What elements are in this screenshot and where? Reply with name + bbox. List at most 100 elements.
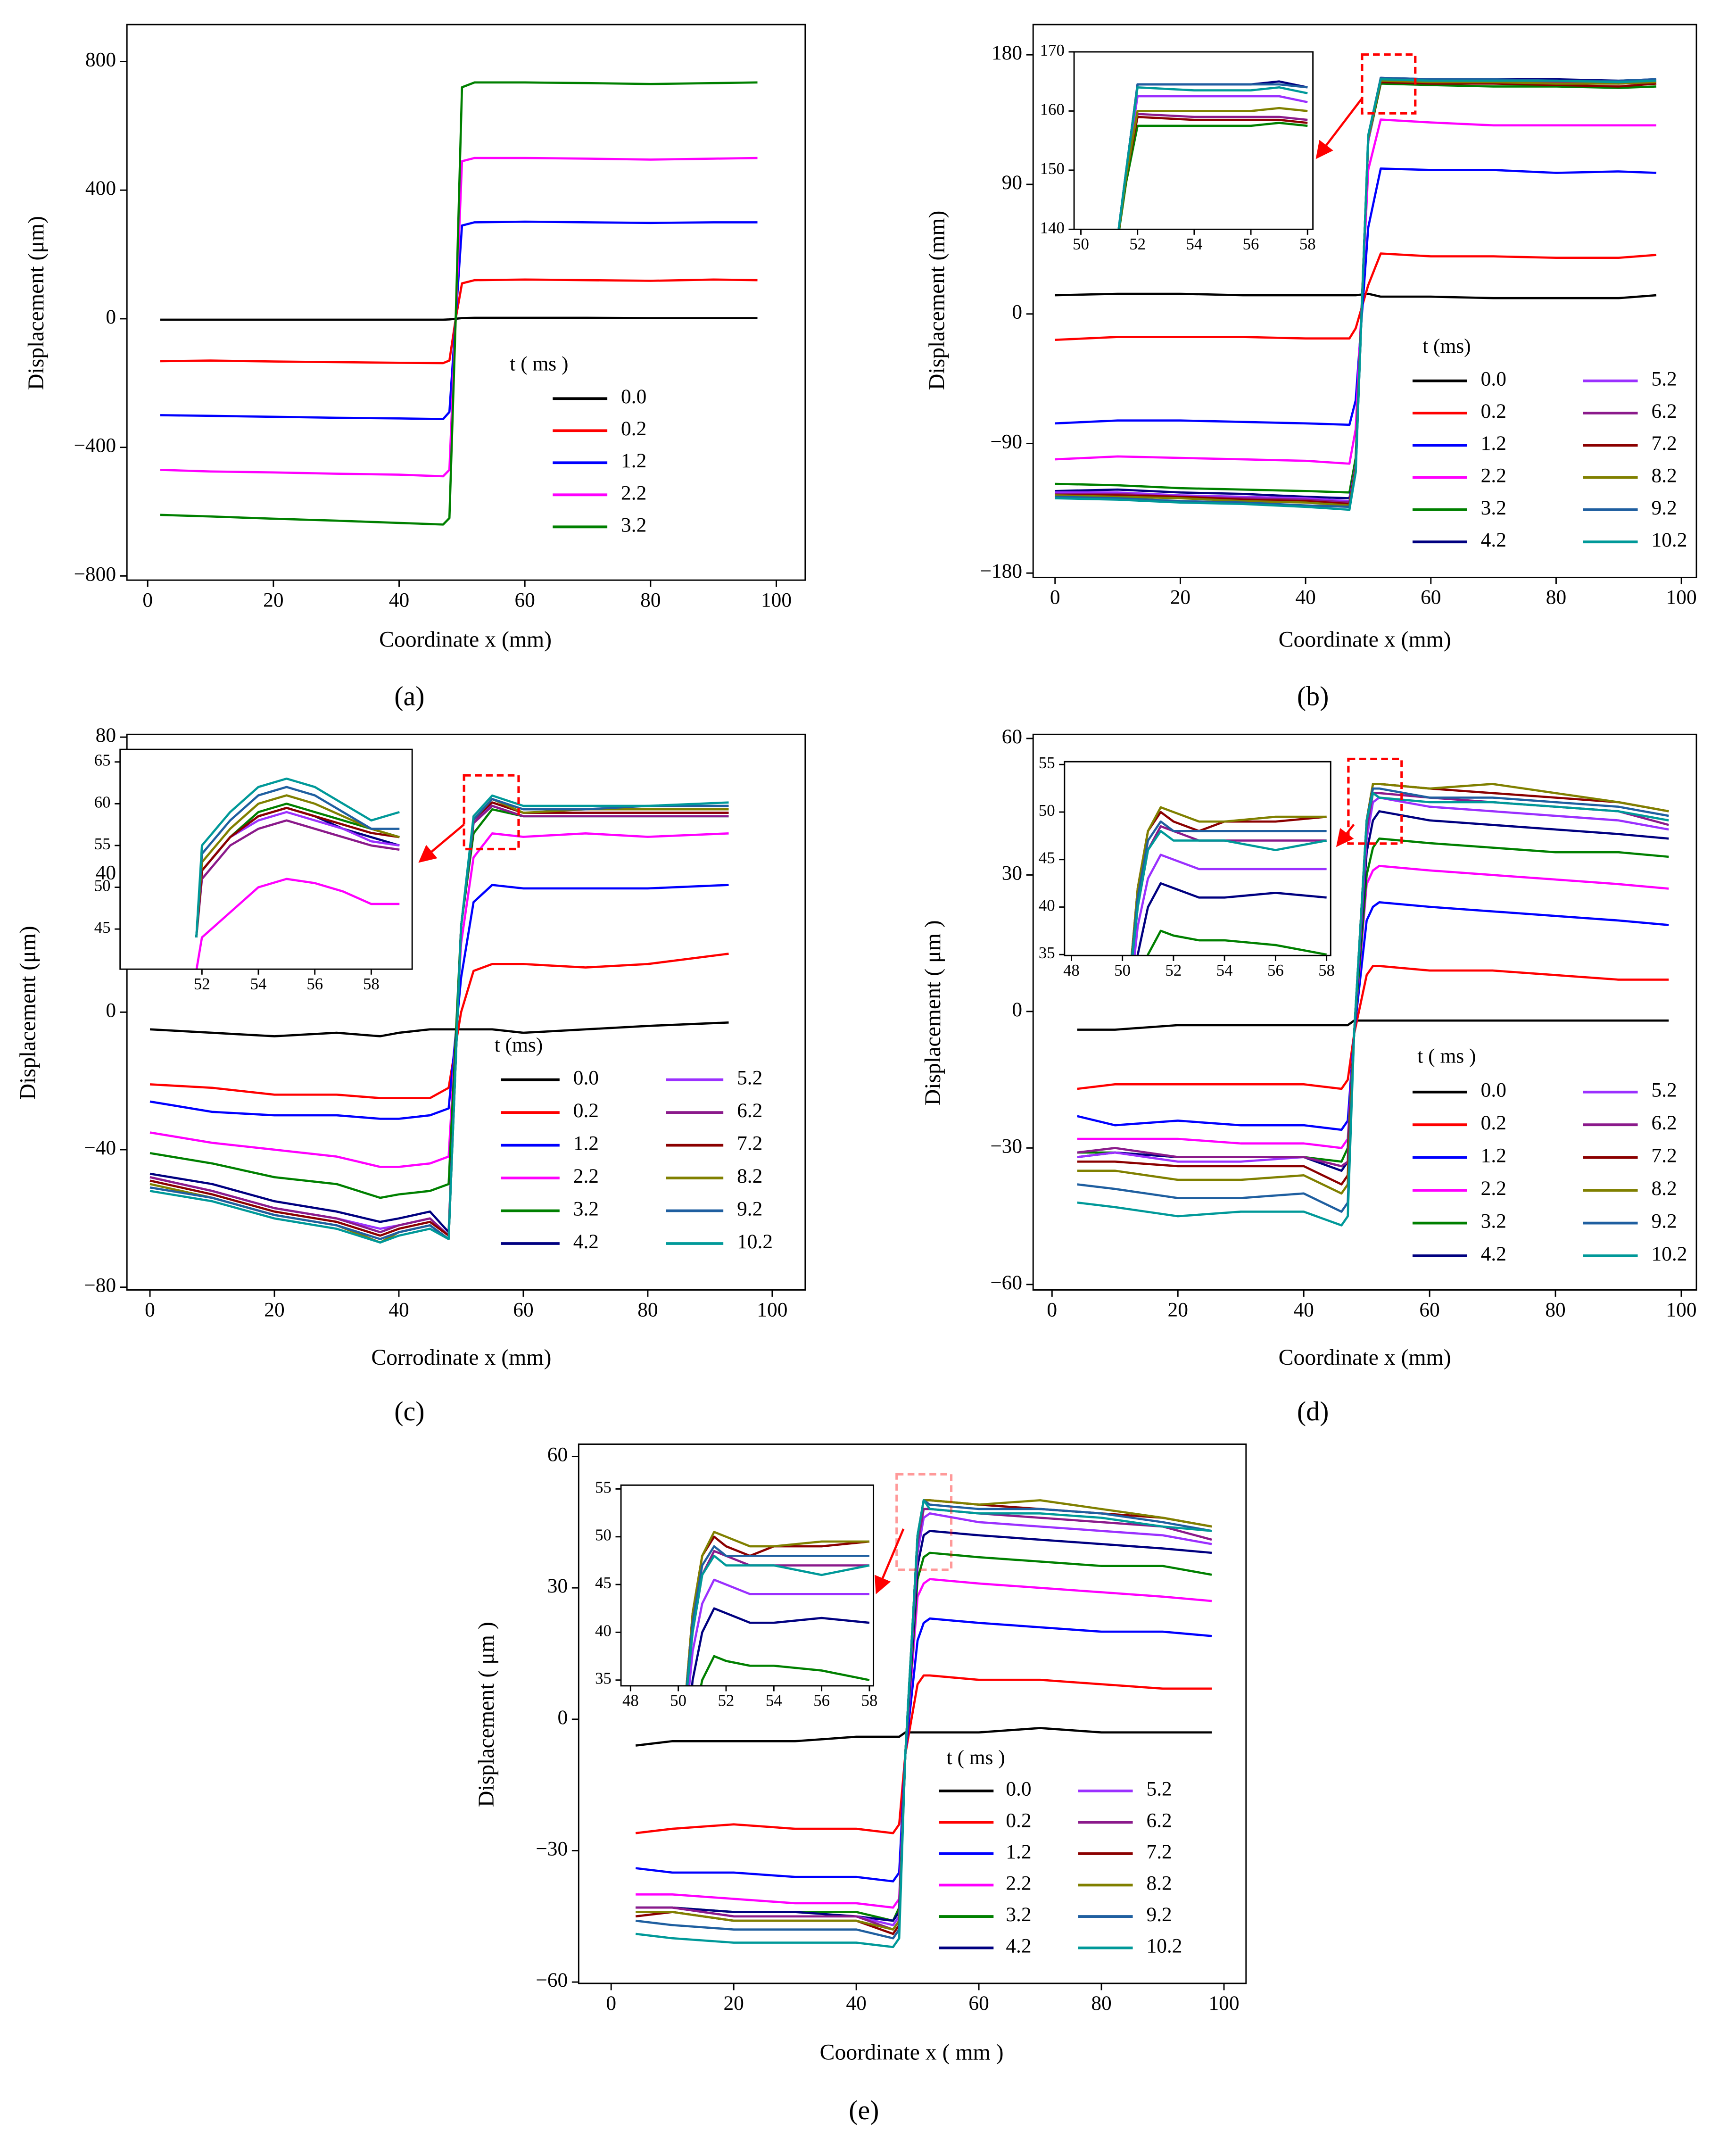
legend-label: 0.2 <box>1006 1809 1031 1832</box>
y-axis-label: Displacement (μm) <box>16 926 41 1100</box>
x-tick-label: 52 <box>718 1692 735 1710</box>
x-tick-label: 56 <box>1267 961 1284 979</box>
data-line <box>149 1021 729 1037</box>
legend-label: 0.0 <box>1481 1079 1506 1102</box>
data-line <box>160 81 758 526</box>
legend-label: 6.2 <box>1652 1111 1677 1134</box>
data-line <box>1131 820 1327 956</box>
plot-lines <box>1117 80 1308 230</box>
plot-lines <box>195 777 400 970</box>
legend-label: 2.2 <box>1006 1872 1031 1894</box>
x-tick-label: 40 <box>846 1992 866 2015</box>
x-axis-label: Coordinate x (mm) <box>1279 1345 1451 1370</box>
x-axis-label: Coordinate x (mm) <box>379 627 552 652</box>
axes-frame <box>578 1443 1247 1984</box>
x-tick-label: 50 <box>1073 235 1089 253</box>
y-axis-label: Displacement (mm) <box>924 211 949 390</box>
x-tick-label: 100 <box>1666 1299 1696 1321</box>
axes-frame <box>1064 761 1331 956</box>
axes-frame <box>1032 24 1697 578</box>
data-line <box>686 1545 869 1686</box>
legend-label: 3.2 <box>1006 1903 1031 1926</box>
data-line <box>686 1554 870 1686</box>
panel-label: (e) <box>849 2095 879 2125</box>
data-line <box>1136 882 1327 956</box>
x-tick-label: 58 <box>1318 961 1335 979</box>
x-tick-label: 0 <box>1050 586 1060 609</box>
y-tick-label: 90 <box>1002 171 1022 194</box>
data-line <box>195 777 400 938</box>
data-line <box>195 878 400 970</box>
x-tick-label: 20 <box>263 589 283 612</box>
y-axis-label: Displacement ( μm ) <box>474 1622 499 1807</box>
y-tick-label: 140 <box>1040 218 1065 237</box>
axes-frame <box>1032 733 1697 1291</box>
axes-frame <box>620 1484 875 1687</box>
x-tick-label: 80 <box>1091 1992 1111 2015</box>
legend-label: 0.0 <box>1006 1778 1031 1800</box>
x-tick-label: 0 <box>606 1992 616 2015</box>
zoom-box <box>1347 757 1403 845</box>
x-tick-label: 0 <box>1047 1299 1057 1321</box>
y-tick-label: 0 <box>1012 998 1022 1021</box>
y-tick-label: 40 <box>1039 896 1055 914</box>
y-tick-label: 55 <box>595 1478 612 1496</box>
x-tick-label: 20 <box>264 1299 284 1321</box>
legend-label: 7.2 <box>1147 1841 1172 1863</box>
plot-lines <box>1077 783 1669 1227</box>
y-tick-label: 0 <box>106 999 116 1021</box>
data-line <box>1077 901 1669 1131</box>
x-tick-label: 100 <box>761 589 792 612</box>
data-line <box>1133 854 1327 956</box>
y-tick-label: 45 <box>94 918 111 937</box>
legend-label: 8.2 <box>1652 464 1677 487</box>
y-tick-label: 40 <box>96 862 116 884</box>
x-tick-label: 60 <box>968 1992 989 2015</box>
y-tick-label: 160 <box>1040 100 1065 118</box>
legend-label: 1.2 <box>621 449 646 472</box>
legend-label: 10.2 <box>737 1230 773 1253</box>
legend-label: 9.2 <box>1652 497 1677 519</box>
y-tick-label: −400 <box>74 434 116 457</box>
legend-label: 7.2 <box>737 1132 762 1155</box>
data-line <box>1077 792 1669 1227</box>
panel-label: (d) <box>1297 1396 1329 1426</box>
zoom-box <box>463 774 520 851</box>
legend-label: 2.2 <box>573 1165 599 1187</box>
legend-label: 3.2 <box>1481 497 1506 519</box>
legend-label: 0.2 <box>573 1099 599 1122</box>
data-line <box>685 1531 869 1686</box>
y-tick-label: 55 <box>94 835 111 853</box>
legend-label: 3.2 <box>621 514 646 536</box>
x-tick-label: 56 <box>306 975 323 993</box>
data-line <box>1131 806 1327 956</box>
panel-label: (a) <box>394 680 424 711</box>
panel-label: (c) <box>394 1396 424 1426</box>
data-line <box>149 832 729 1168</box>
y-tick-label: 60 <box>94 793 111 811</box>
x-axis-label: Coordinate x (mm) <box>1279 627 1451 652</box>
legend-label: 2.2 <box>1481 1177 1506 1200</box>
data-line <box>688 1578 869 1686</box>
data-line <box>195 806 400 938</box>
x-tick-label: 54 <box>1216 961 1233 979</box>
x-tick-label: 0 <box>145 1299 155 1321</box>
y-tick-label: −40 <box>84 1136 116 1159</box>
data-line <box>1077 1019 1669 1031</box>
x-tick-label: 100 <box>757 1299 787 1321</box>
legend-label: 8.2 <box>1147 1872 1172 1894</box>
legend-label: 0.2 <box>1481 400 1506 423</box>
zoom-box <box>1361 53 1417 115</box>
legend-label: 0.0 <box>621 385 646 408</box>
legend-title: t ( ms ) <box>1417 1045 1476 1067</box>
legend-title: t ( ms ) <box>510 353 568 375</box>
x-tick-label: 100 <box>1666 586 1697 609</box>
x-tick-label: 58 <box>363 975 380 993</box>
axes-frame <box>119 748 413 970</box>
legend-label: 0.0 <box>1481 368 1506 390</box>
legend-label: 1.2 <box>1481 1144 1506 1167</box>
y-tick-label: 45 <box>595 1574 612 1592</box>
legend-label: 10.2 <box>1652 1243 1687 1265</box>
y-tick-label: 55 <box>1039 754 1055 772</box>
legend-label: 9.2 <box>1147 1903 1172 1926</box>
